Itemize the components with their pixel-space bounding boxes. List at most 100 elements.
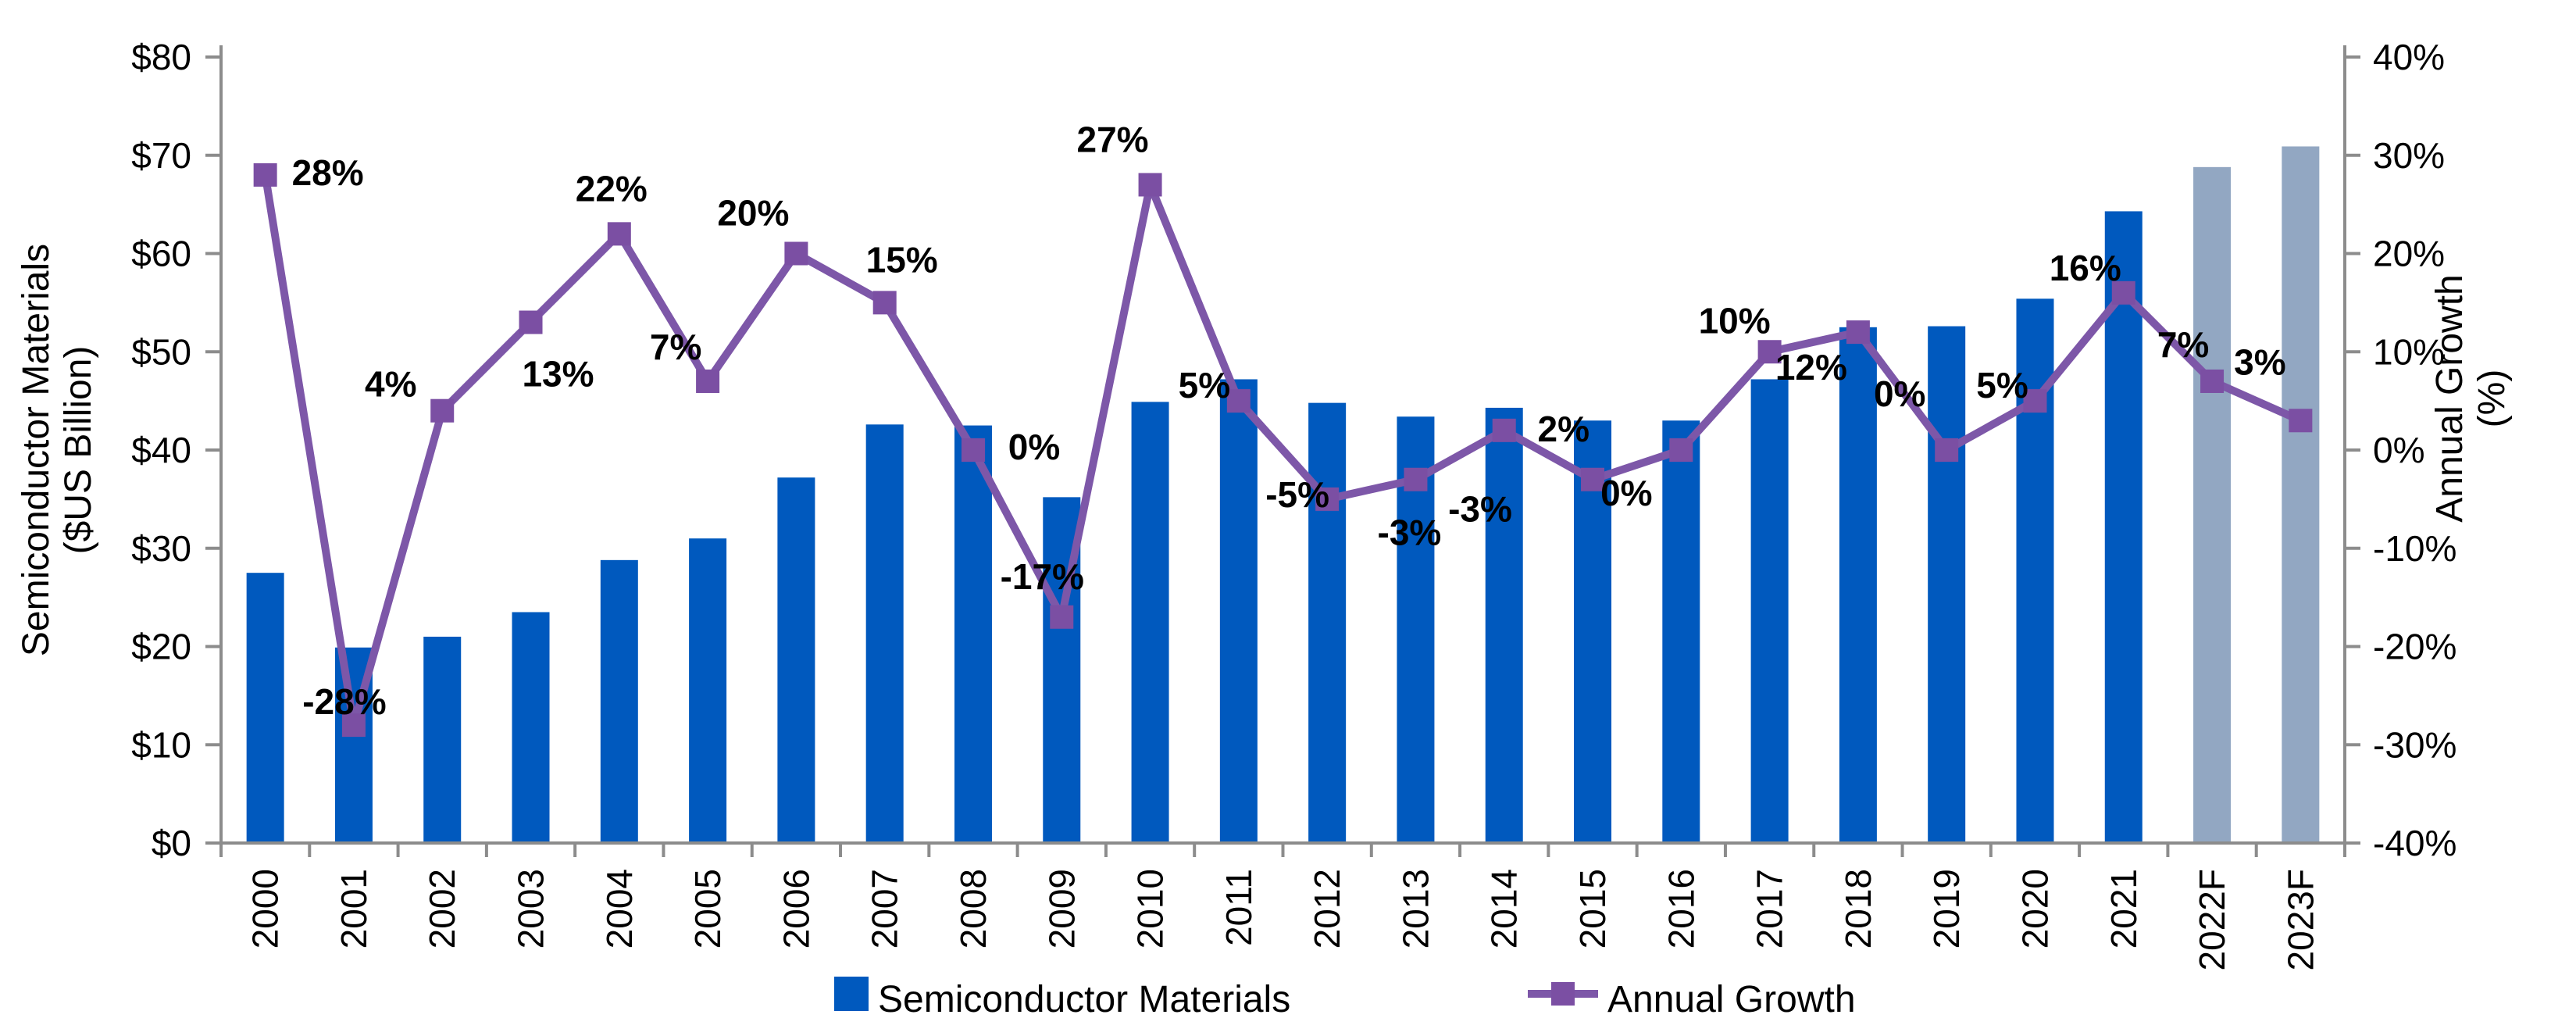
bar-2011 (1219, 379, 1258, 844)
bar-2018 (1839, 327, 1877, 843)
y-left-tick-label: $10 (131, 724, 191, 765)
x-tick-label-2015: 2015 (1572, 869, 1613, 948)
growth-label-2014: 2% (1537, 409, 1589, 449)
growth-label-2013: -3% (1378, 513, 1442, 553)
x-tick-label-2020: 2020 (2014, 869, 2055, 948)
growth-marker-2009 (1050, 605, 1074, 629)
growth-marker-2010 (1138, 173, 1162, 197)
growth-label-2008: 0% (1008, 427, 1060, 467)
bar-2017 (1750, 379, 1789, 844)
growth-label-2023F: 3% (2234, 341, 2285, 382)
growth-label-2009: -17% (1001, 556, 1084, 597)
growth-label-2004: 22% (576, 168, 648, 209)
growth-label-2011: 5% (1179, 365, 1230, 405)
growth-marker-2003 (519, 310, 543, 334)
x-tick-label-2019: 2019 (1926, 869, 1967, 948)
growth-label-2018: 12% (1775, 347, 1847, 388)
y-right-tick-label: -30% (2373, 724, 2456, 765)
x-tick-label-2012: 2012 (1307, 869, 1347, 948)
y-right-tick-label: 40% (2373, 37, 2445, 77)
x-tick-label-2008: 2008 (953, 869, 994, 948)
bar-2021 (2104, 211, 2143, 843)
growth-marker-2014 (1492, 418, 1516, 442)
growth-label-2019: 0% (1874, 373, 1925, 414)
growth-label-2002: 4% (365, 364, 416, 405)
legend-swatch-bar (834, 977, 869, 1011)
growth-label-2020: 5% (1976, 365, 2028, 405)
bar-2005 (689, 538, 727, 843)
y-left-tick-label: $80 (131, 37, 191, 77)
x-tick-label-2005: 2005 (687, 869, 728, 948)
bar-2012 (1308, 402, 1347, 843)
growth-label-2006: 20% (717, 193, 789, 234)
y-right-tick-label: 10% (2373, 331, 2445, 372)
bar-2016 (1662, 420, 1700, 843)
bar-2006 (777, 477, 815, 843)
growth-marker-2011 (1226, 389, 1251, 413)
bar-2008 (954, 425, 992, 843)
growth-marker-2007 (872, 291, 897, 315)
y-right-axis-title-line1: Annual Growth (2429, 274, 2471, 523)
x-tick-label-2017: 2017 (1750, 869, 1790, 948)
growth-marker-2000 (253, 163, 277, 187)
growth-marker-2002 (430, 398, 455, 423)
growth-marker-2022F (2200, 369, 2225, 393)
growth-label-2007: 15% (866, 239, 938, 280)
growth-marker-2001 (341, 713, 366, 738)
growth-marker-2013 (1404, 467, 1428, 491)
y-left-tick-label: $70 (131, 135, 191, 176)
growth-marker-2017 (1757, 340, 1782, 364)
bar-2000 (246, 573, 284, 843)
growth-label-2017: 10% (1699, 300, 1771, 341)
y-left-tick-label: $50 (131, 331, 191, 372)
x-tick-label-2014: 2014 (1484, 869, 1525, 948)
x-tick-label-2021: 2021 (2103, 869, 2144, 948)
growth-label-2005: 7% (650, 327, 701, 367)
x-tick-label-2016: 2016 (1661, 869, 1701, 948)
y-left-tick-label: $60 (131, 234, 191, 274)
growth-label-2010: 27% (1077, 119, 1149, 159)
bar-2004 (600, 559, 638, 843)
x-tick-label-2000: 2000 (245, 869, 286, 948)
y-right-tick-label: -10% (2373, 528, 2456, 569)
growth-marker-2006 (784, 241, 808, 266)
growth-label-2003: 13% (522, 354, 594, 395)
bar-2002 (423, 636, 462, 843)
growth-label-2012: -5% (1265, 474, 1329, 515)
x-tick-label-2010: 2010 (1130, 869, 1171, 948)
x-tick-label-2018: 2018 (1838, 869, 1878, 948)
x-tick-label-2006: 2006 (776, 869, 816, 948)
y-left-tick-label: $0 (152, 823, 191, 863)
growth-marker-2021 (2111, 280, 2135, 305)
growth-marker-2023F (2289, 409, 2313, 433)
bar-2023F (2282, 146, 2320, 843)
x-tick-label-2003: 2003 (511, 869, 551, 948)
y-left-axis-title-line2: ($US Billion) (58, 346, 99, 555)
growth-label-2016: 0% (1600, 473, 1652, 513)
growth-line (261, 170, 2305, 730)
y-left-tick-label: $40 (131, 430, 191, 470)
x-tick-label-2023F: 2023F (2280, 869, 2321, 970)
y-right-tick-label: 0% (2373, 430, 2424, 470)
legend-swatch-marker (1551, 982, 1575, 1006)
growth-marker-2005 (696, 369, 720, 393)
growth-label-2015: -3% (1448, 489, 1512, 530)
legend-label-annual-growth: Annual Growth (1607, 979, 1856, 1020)
x-tick-label-2013: 2013 (1395, 869, 1436, 948)
bar-2019 (1928, 326, 1966, 843)
growth-marker-2018 (1846, 320, 1870, 345)
growth-marker-2012 (1315, 487, 1340, 511)
bar-2007 (865, 424, 904, 843)
growth-label-2022F: 7% (2157, 324, 2209, 365)
x-tick-label-2011: 2011 (1218, 869, 1259, 946)
growth-marker-2008 (961, 438, 985, 462)
x-tick-label-2004: 2004 (599, 869, 640, 948)
y-right-tick-label: 30% (2373, 135, 2445, 176)
x-tick-label-2007: 2007 (865, 869, 905, 948)
y-left-tick-label: $20 (131, 627, 191, 667)
x-tick-label-2001: 2001 (334, 869, 374, 948)
growth-marker-2016 (1669, 438, 1693, 462)
bar-2010 (1131, 402, 1169, 843)
